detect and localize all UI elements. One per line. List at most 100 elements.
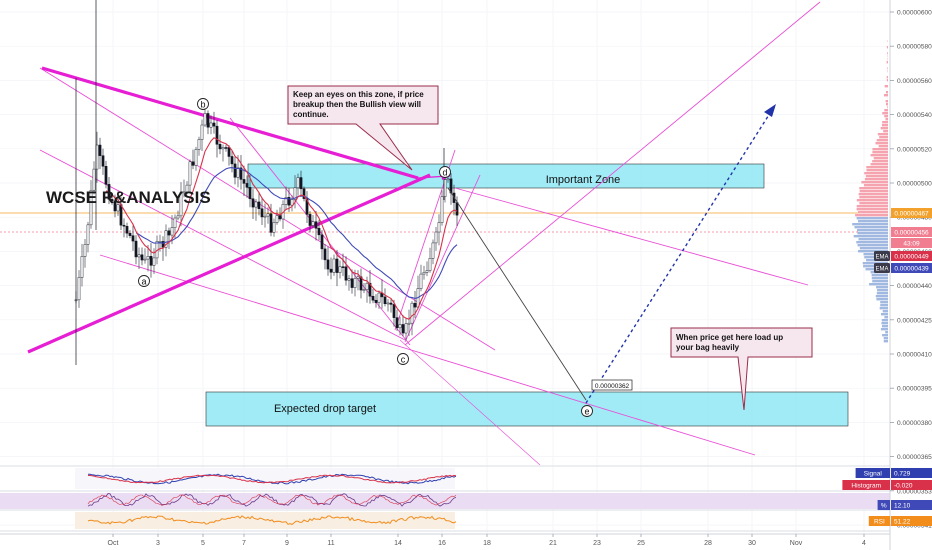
candle-body — [302, 188, 306, 199]
candle-body — [413, 302, 417, 308]
price-tick-label: 0.00000500 — [897, 181, 932, 188]
volume-profile-bar — [857, 211, 888, 214]
candle-body — [191, 161, 195, 166]
candle-body — [356, 276, 360, 279]
volume-profile-bar — [885, 91, 888, 94]
indicator-name-text: Signal — [864, 471, 883, 478]
candle-body — [347, 278, 351, 281]
candle-body — [179, 192, 183, 217]
candles[interactable] — [74, 0, 459, 365]
indicator-name-tag — [842, 480, 890, 490]
candle-body — [206, 113, 210, 128]
candle-body — [392, 304, 396, 318]
candle-body — [362, 289, 366, 291]
volume-profile-bar — [854, 226, 888, 229]
time-tick-label: 3 — [156, 540, 160, 547]
projection-arrow-head — [764, 104, 776, 117]
candle-body — [272, 222, 276, 233]
volume-profile-bar — [858, 193, 888, 196]
callout-buy-note[interactable] — [670, 327, 813, 411]
volume-profile-bar — [886, 79, 888, 82]
volume-profile-bar — [884, 115, 888, 118]
callout-zone-note[interactable] — [287, 85, 439, 171]
candle-body — [410, 302, 414, 324]
volume-profile-bar — [852, 223, 888, 226]
volume-profile-bar — [886, 61, 888, 64]
candle-body — [122, 224, 126, 227]
wave-label-e-text: e — [584, 407, 589, 417]
rsi-pane-bg — [75, 512, 455, 529]
price-tick-label: 0.00000580 — [897, 44, 932, 51]
candle-body — [308, 214, 312, 226]
price-label-box — [891, 227, 932, 237]
candle-body — [113, 200, 117, 212]
candle-body — [314, 221, 318, 229]
volume-profile-bar — [864, 184, 888, 187]
volume-profile-bar — [870, 163, 888, 166]
candle-body — [167, 230, 171, 236]
price-tick-label: 0.00000425 — [897, 317, 932, 324]
candle-body — [338, 266, 342, 273]
candle-body — [173, 217, 177, 228]
volume-profile-bar — [881, 319, 888, 322]
wave-label-c[interactable]: c — [397, 353, 409, 365]
wave-label-e[interactable]: e — [581, 405, 593, 417]
candle-body — [215, 125, 219, 145]
volume-profile-bar — [872, 151, 888, 154]
time-tick-label: 21 — [549, 540, 557, 547]
price-tick-label: 0.00000365 — [897, 454, 932, 461]
candle-body — [275, 215, 279, 223]
price-tick-label: 0.00000520 — [897, 146, 932, 153]
wave-label-b[interactable]: b — [197, 98, 209, 110]
candle-body — [374, 299, 378, 303]
candle-body — [89, 189, 93, 226]
candle-body — [350, 278, 354, 288]
candle-body — [227, 147, 231, 157]
indicator-name-text: % — [881, 503, 887, 510]
volume-profile-bar — [875, 142, 888, 145]
volume-profile-bar — [876, 292, 888, 295]
volume-profile-bar — [882, 112, 888, 115]
price-tick-label: 0.00000440 — [897, 283, 932, 290]
volume-profile-bar — [858, 250, 888, 253]
candle-body — [245, 183, 249, 188]
candle-body — [98, 144, 102, 156]
candle-body — [395, 317, 399, 329]
volume-profile-bar — [875, 295, 888, 298]
volume-profile-bar — [885, 100, 888, 103]
candle-body — [86, 224, 90, 245]
candle-body — [428, 258, 432, 271]
volume-profile-bar — [859, 202, 888, 205]
wave-label-d-text: d — [442, 168, 447, 178]
volume-profile-bar — [856, 217, 888, 220]
wave-label-d[interactable]: d — [439, 166, 451, 178]
target-price-box[interactable] — [591, 379, 633, 391]
time-tick-label: 7 — [242, 540, 246, 547]
time-axis[interactable]: Oct 3 5 7 9 11 14 16 18 21 23 25 28 30 Nov 4 — [108, 534, 866, 547]
ema-tag-text: EMA — [875, 255, 888, 261]
candle-body — [389, 302, 393, 305]
callout-buy-note-text: When price get here load up your bag hea… — [676, 333, 785, 352]
candle-body — [329, 268, 333, 273]
candle-body — [257, 201, 261, 209]
expected-drop-target-zone[interactable] — [205, 391, 849, 427]
indicator-name-text: Histogram — [851, 483, 881, 490]
important-zone[interactable] — [247, 163, 765, 189]
price-tick-label: 0.00000560 — [897, 78, 932, 85]
candle-body — [188, 161, 192, 186]
candle-body — [353, 278, 357, 288]
projection-up-line — [585, 109, 773, 404]
volume-profile-bar — [856, 199, 888, 202]
wave-label-a[interactable]: a — [138, 275, 150, 287]
callout-buy-note-line-2: your bag heavily — [676, 343, 740, 352]
candle-body — [104, 166, 108, 185]
candle-body — [263, 215, 267, 218]
ema-fast-line — [105, 137, 458, 320]
volume-profile-bar — [882, 310, 888, 313]
time-tick-label: 11 — [327, 540, 334, 547]
candle-body — [170, 227, 174, 236]
volume-profile-bar — [887, 67, 888, 70]
ema-tag — [874, 263, 890, 273]
candle-body — [110, 199, 114, 202]
